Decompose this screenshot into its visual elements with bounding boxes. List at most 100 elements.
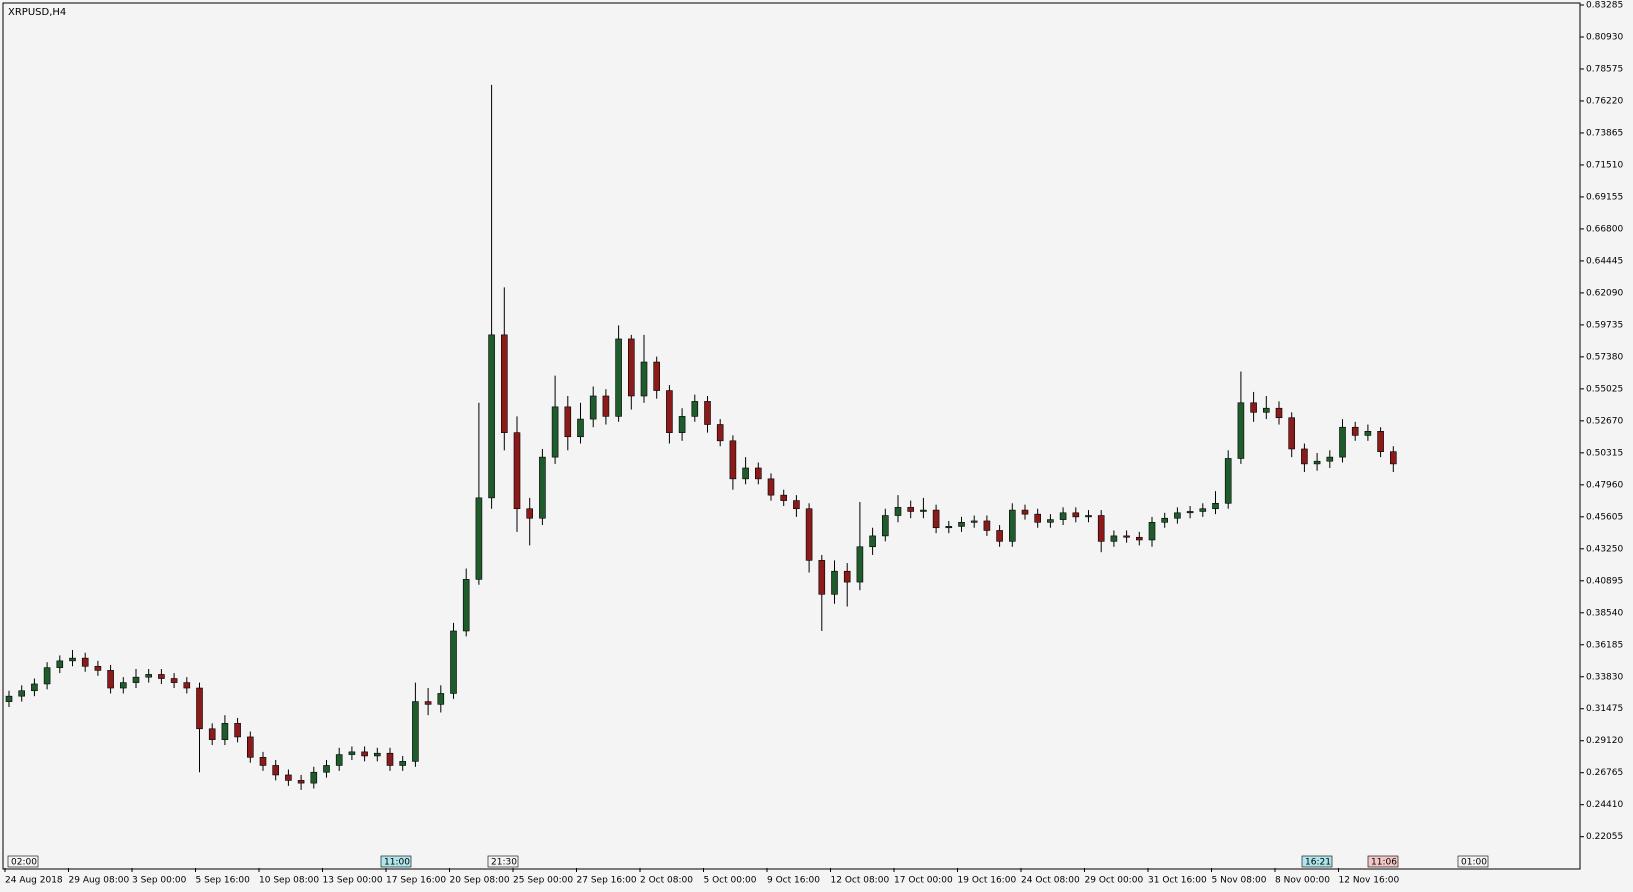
x-tick-label: 12 Nov 16:00 — [1339, 876, 1400, 886]
candle-body — [1136, 536, 1143, 541]
x-tick-label: 17 Sep 16:00 — [386, 876, 446, 886]
candle-body — [894, 507, 902, 516]
candle-body — [831, 570, 838, 595]
candle-body — [881, 515, 889, 537]
candle-body — [1301, 448, 1308, 465]
candle-body — [754, 467, 762, 480]
candle-body — [1085, 515, 1092, 518]
y-tick-label: 0.66800 — [1586, 224, 1623, 234]
candle-body — [843, 570, 851, 583]
candle-body — [1186, 511, 1194, 514]
candle-body — [767, 478, 775, 496]
candle-body — [805, 508, 813, 561]
candle-body — [1059, 512, 1067, 520]
candle-body — [666, 390, 673, 433]
y-tick-label: 0.43250 — [1586, 544, 1623, 554]
candle-body — [996, 530, 1003, 542]
candle-body — [526, 508, 534, 519]
candle-body — [1390, 451, 1397, 465]
y-tick-label: 0.47960 — [1586, 480, 1623, 490]
candle-body — [412, 701, 419, 762]
x-tick-label: 19 Oct 16:00 — [958, 876, 1017, 886]
y-tick-label: 0.24410 — [1586, 800, 1623, 810]
candle-body — [945, 526, 953, 529]
candle-body — [602, 395, 610, 417]
candle-body — [742, 467, 749, 480]
candle-body — [1237, 402, 1245, 459]
y-tick-label: 0.71510 — [1586, 160, 1623, 170]
plot-frame — [2, 2, 1581, 870]
candle-body — [564, 406, 572, 438]
x-tick-label: 5 Nov 08:00 — [1212, 876, 1267, 886]
candle-body — [158, 674, 165, 679]
x-tick-label: 27 Sep 16:00 — [577, 876, 637, 886]
candle-body — [94, 665, 102, 671]
y-tick-label: 0.64445 — [1586, 256, 1623, 266]
y-tick-label: 0.57380 — [1586, 352, 1623, 362]
y-tick-label: 0.38540 — [1586, 608, 1623, 618]
y-tick-label: 0.50315 — [1586, 448, 1623, 458]
candle-body — [1034, 513, 1041, 523]
candle-body — [1008, 509, 1016, 542]
candle-body — [627, 338, 635, 397]
candle-body — [1250, 402, 1257, 413]
candle-body — [970, 520, 978, 523]
candle-body — [18, 690, 26, 697]
candle-body — [424, 701, 432, 705]
candle-body — [1339, 426, 1346, 458]
y-tick-label: 0.22055 — [1586, 832, 1623, 842]
candle-body — [107, 670, 114, 689]
candle-body — [488, 334, 495, 499]
candle-body — [1199, 508, 1207, 512]
candle-body — [1351, 426, 1359, 436]
time-marker: 02:00 — [11, 858, 37, 868]
candle-body — [120, 682, 127, 689]
candle-body — [462, 579, 470, 632]
candle-body — [793, 500, 800, 510]
candle-body — [780, 494, 788, 501]
candle-body — [704, 401, 711, 425]
y-tick-label: 0.29120 — [1586, 736, 1623, 746]
candle-body — [183, 682, 191, 689]
x-tick-label: 24 Oct 08:00 — [1021, 876, 1080, 886]
x-tick-label: 31 Oct 16:00 — [1148, 876, 1207, 886]
candle-body — [907, 507, 915, 512]
candle-body — [208, 728, 216, 740]
candle-body — [361, 751, 368, 757]
candle-body — [920, 509, 927, 512]
candle-body — [729, 440, 737, 480]
candle-body — [1224, 458, 1232, 504]
candle-body — [170, 678, 178, 683]
candle-body — [335, 754, 343, 766]
chart-title: XRPUSD,H4 — [8, 7, 66, 18]
y-tick-label: 0.52670 — [1586, 416, 1623, 426]
candle-body — [272, 765, 280, 776]
y-tick-label: 0.76220 — [1586, 96, 1623, 106]
candle-body — [234, 723, 241, 738]
candle-body — [259, 756, 267, 766]
x-tick-label: 12 Oct 08:00 — [831, 876, 890, 886]
y-tick-label: 0.33830 — [1586, 672, 1623, 682]
candle-body — [869, 535, 876, 548]
candle-body — [958, 522, 965, 527]
candle-body — [475, 497, 483, 580]
y-tick-label: 0.40895 — [1586, 576, 1623, 586]
x-tick-label: 3 Sep 00:00 — [132, 876, 187, 886]
time-marker-box — [1457, 855, 1489, 868]
candle-body — [81, 657, 89, 667]
x-tick-label: 13 Sep 00:00 — [323, 876, 383, 886]
x-tick-label: 25 Sep 00:00 — [513, 876, 573, 886]
y-tick-label: 0.62090 — [1586, 288, 1623, 298]
y-tick-label: 0.73865 — [1586, 128, 1623, 138]
y-tick-label: 0.83285 — [1586, 1, 1623, 11]
candle-body — [1364, 431, 1372, 436]
time-marker: 21:30 — [491, 858, 517, 868]
candle-body — [69, 657, 76, 662]
candle-body — [615, 338, 622, 417]
candle-body — [43, 667, 51, 685]
candle-body — [323, 765, 330, 773]
y-tick-label: 0.78575 — [1586, 64, 1623, 74]
candle-body — [1377, 431, 1384, 452]
